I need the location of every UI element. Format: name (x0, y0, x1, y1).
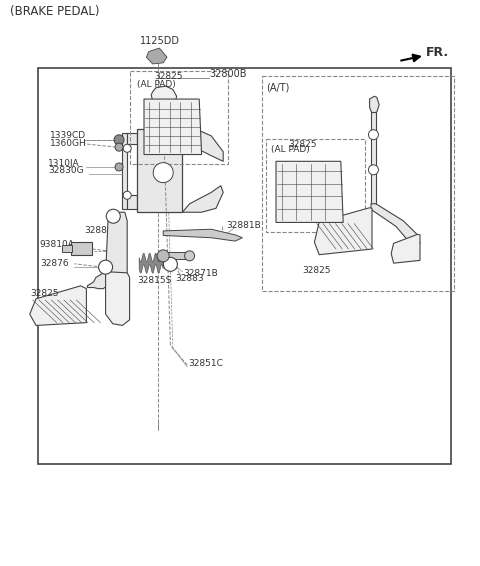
Polygon shape (370, 96, 379, 113)
Text: 32825: 32825 (155, 72, 183, 81)
Polygon shape (62, 245, 72, 252)
Polygon shape (113, 249, 122, 272)
Text: (BRAKE PEDAL): (BRAKE PEDAL) (10, 5, 99, 18)
Text: 32825: 32825 (288, 140, 316, 149)
Text: 32830G: 32830G (48, 166, 84, 175)
Text: 1360GH: 1360GH (50, 139, 87, 148)
Text: 32815S: 32815S (137, 276, 171, 285)
Text: (A/T): (A/T) (266, 83, 290, 93)
Text: 32800B: 32800B (210, 69, 247, 79)
Text: 32883: 32883 (84, 226, 113, 235)
Text: 32883: 32883 (175, 274, 204, 283)
Polygon shape (144, 99, 202, 155)
Circle shape (185, 251, 194, 261)
Text: 32851C: 32851C (188, 359, 223, 368)
Text: FR.: FR. (426, 46, 449, 59)
Text: 1125DD: 1125DD (140, 36, 180, 46)
Text: 32825: 32825 (302, 266, 331, 275)
Polygon shape (106, 212, 127, 314)
Polygon shape (182, 186, 223, 212)
Circle shape (106, 209, 120, 223)
Polygon shape (371, 204, 420, 249)
Text: 1339CD: 1339CD (50, 131, 86, 140)
Circle shape (157, 250, 169, 262)
Circle shape (114, 135, 124, 145)
Polygon shape (127, 195, 137, 209)
Polygon shape (146, 48, 167, 64)
Polygon shape (30, 286, 86, 325)
Bar (130, 71, 228, 164)
Text: (AL PAD): (AL PAD) (271, 145, 310, 155)
Polygon shape (127, 133, 137, 144)
Circle shape (369, 130, 378, 140)
Polygon shape (151, 86, 177, 109)
Polygon shape (71, 242, 92, 255)
Bar (38, 68, 451, 464)
Polygon shape (153, 109, 164, 126)
Polygon shape (166, 252, 190, 259)
Polygon shape (163, 229, 242, 241)
Polygon shape (137, 129, 182, 212)
Polygon shape (139, 253, 163, 273)
Text: (AL PAD): (AL PAD) (137, 80, 176, 89)
Text: 32876: 32876 (40, 259, 69, 268)
Polygon shape (371, 112, 376, 204)
Text: 93810A: 93810A (40, 240, 75, 249)
Polygon shape (314, 208, 372, 255)
Circle shape (153, 162, 173, 183)
Polygon shape (122, 133, 127, 209)
Polygon shape (106, 272, 130, 325)
Bar (266, 139, 365, 232)
Text: 32881B: 32881B (227, 221, 261, 230)
Text: 32871B: 32871B (183, 269, 218, 278)
Polygon shape (276, 161, 343, 222)
Circle shape (123, 144, 131, 152)
Circle shape (115, 143, 123, 151)
Polygon shape (87, 272, 109, 289)
Text: 1310JA: 1310JA (48, 158, 80, 168)
Text: 32825: 32825 (30, 289, 59, 298)
Circle shape (115, 163, 123, 171)
Circle shape (369, 165, 378, 175)
Polygon shape (110, 216, 116, 249)
Bar (262, 76, 454, 291)
Polygon shape (391, 234, 420, 263)
Circle shape (163, 258, 178, 271)
Circle shape (123, 191, 131, 199)
Circle shape (98, 260, 113, 274)
Polygon shape (182, 127, 223, 161)
